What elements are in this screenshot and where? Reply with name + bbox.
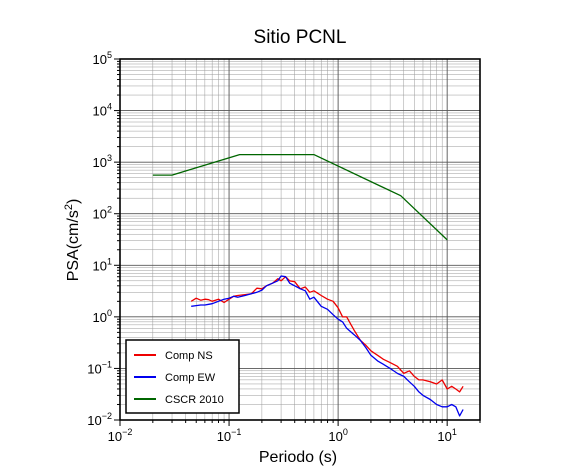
grid-minor xyxy=(120,59,481,420)
x-tick-label-base: 10 xyxy=(437,429,451,444)
y-axis-label-base: PSA(cm/s xyxy=(65,210,82,281)
legend-label-comp-ew: Comp EW xyxy=(165,372,216,384)
x-axis-ticks: 10−2 10−1 100 101 xyxy=(108,420,481,444)
x-tick-label-base: 10 xyxy=(217,429,231,444)
y-tick-label-exp: 0 xyxy=(107,308,112,318)
x-axis-label: Periodo (s) xyxy=(259,449,337,466)
legend-label-cscr-2010: CSCR 2010 xyxy=(165,394,224,406)
y-tick-label-base: 10 xyxy=(93,207,107,222)
x-tick-label-exp: −2 xyxy=(122,427,132,437)
x-tick-label-exp: 1 xyxy=(452,427,457,437)
y-tick-label: 101 xyxy=(93,256,112,273)
y-tick-label: 102 xyxy=(93,205,112,222)
y-tick-label: 10−1 xyxy=(87,359,112,376)
series-line-cscr-2010 xyxy=(152,153,448,241)
y-axis-label-close: ) xyxy=(65,199,82,204)
x-tick-label-base: 10 xyxy=(108,429,122,444)
y-axis-label-exp: 2 xyxy=(63,204,75,210)
y-tick-label-exp: 1 xyxy=(107,256,112,266)
y-tick-label-base: 10 xyxy=(87,361,101,376)
y-tick-label-base: 10 xyxy=(93,155,107,170)
y-tick-label-exp: 2 xyxy=(107,205,112,215)
y-tick-label: 100 xyxy=(93,308,112,325)
plot-frame xyxy=(119,58,481,421)
y-tick-label: 104 xyxy=(93,102,112,119)
y-tick-label: 105 xyxy=(93,50,112,67)
x-tick-label: 10−1 xyxy=(217,427,242,444)
y-axis-label: PSA(cm/s2) xyxy=(63,199,82,282)
y-tick-label-base: 10 xyxy=(93,258,107,273)
series-group xyxy=(152,153,464,417)
legend: Comp NS Comp EW CSCR 2010 xyxy=(125,339,240,414)
y-tick-label: 10−2 xyxy=(87,411,112,428)
y-tick-label-exp: 3 xyxy=(107,153,112,163)
y-tick-label-base: 10 xyxy=(93,310,107,325)
legend-label-comp-ns: Comp NS xyxy=(165,350,213,362)
x-tick-label-exp: −1 xyxy=(231,427,241,437)
x-tick-label: 100 xyxy=(328,427,347,444)
y-tick-label-exp: 5 xyxy=(107,50,112,60)
y-tick-label-base: 10 xyxy=(93,104,107,119)
chart-title: Sitio PCNL xyxy=(254,27,347,48)
y-tick-label: 103 xyxy=(93,153,112,170)
x-tick-label-exp: 0 xyxy=(343,427,348,437)
x-tick-label-base: 10 xyxy=(328,429,342,444)
y-tick-label-exp: −1 xyxy=(102,359,112,369)
y-tick-label-exp: −2 xyxy=(102,411,112,421)
x-tick-label: 101 xyxy=(437,427,456,444)
y-tick-label-base: 10 xyxy=(93,52,107,67)
y-tick-label-exp: 4 xyxy=(107,102,112,112)
y-tick-label-base: 10 xyxy=(87,413,101,428)
x-tick-label: 10−2 xyxy=(108,427,133,444)
series-line-comp-ew xyxy=(191,275,464,417)
